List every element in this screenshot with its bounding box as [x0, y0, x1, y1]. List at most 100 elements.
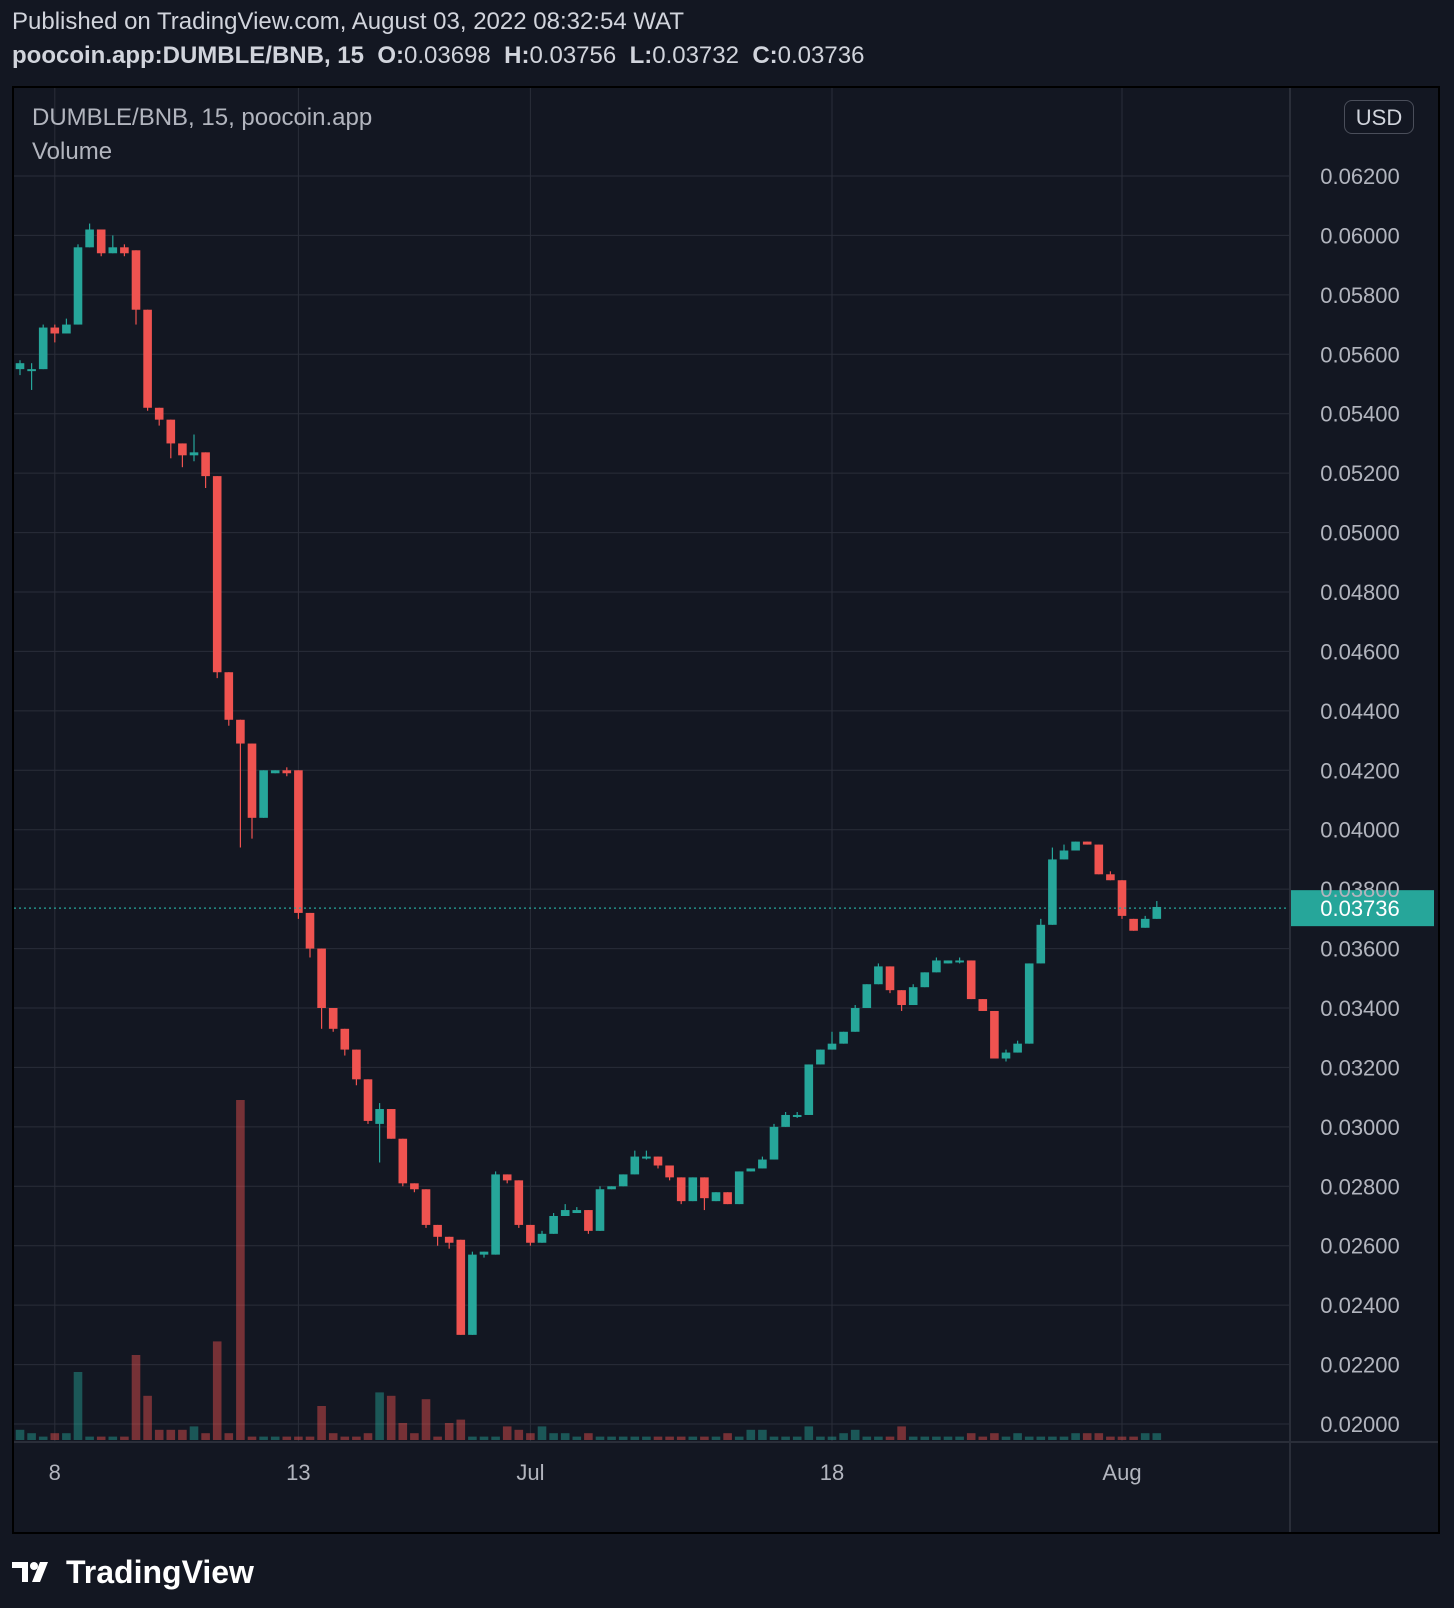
- up-candle: [839, 1031, 848, 1044]
- volume-bar: [537, 1426, 547, 1440]
- candle-body: [62, 324, 71, 334]
- down-candle: [340, 1028, 350, 1056]
- candle-body: [143, 309, 152, 408]
- candle-body: [758, 1159, 767, 1169]
- candle-body: [839, 1031, 848, 1044]
- volume-bar: [305, 1436, 315, 1440]
- high-value: 0.03756: [529, 42, 617, 69]
- down-candle: [352, 1049, 361, 1086]
- volume-bar: [711, 1436, 721, 1440]
- price-tick-label: 0.02200: [1320, 1353, 1400, 1378]
- candle-body: [700, 1177, 709, 1199]
- down-candle: [456, 1239, 466, 1335]
- price-axis[interactable]: 0.02000 0.02200 0.02400 0.02600 0.02800 0.030…: [1289, 88, 1400, 1532]
- open-value: 0.03698: [404, 42, 491, 69]
- price-tick-label: 0.06200: [1320, 164, 1400, 189]
- up-candle: [711, 1192, 721, 1202]
- volume-bar: [549, 1433, 558, 1440]
- low-label: L:: [629, 42, 653, 69]
- up-candle: [630, 1150, 640, 1175]
- up-candle: [642, 1150, 651, 1160]
- candle-body: [653, 1156, 663, 1166]
- up-candle: [1013, 1040, 1022, 1053]
- volume-bar: [282, 1436, 292, 1440]
- up-candle: [874, 963, 883, 985]
- up-candle: [920, 972, 930, 988]
- volume-bar: [688, 1436, 698, 1440]
- last-price-line: 0.03736: [14, 890, 1434, 927]
- candle-body: [665, 1165, 674, 1178]
- time-axis[interactable]: 8 13 Jul 18 Aug: [14, 1441, 1438, 1485]
- close-label: C:: [752, 42, 778, 69]
- price-tick-label: 0.03600: [1320, 937, 1400, 962]
- candle-body: [734, 1171, 744, 1205]
- candle-body: [305, 912, 315, 949]
- volume-bar: [792, 1436, 802, 1440]
- up-candle: [734, 1171, 744, 1205]
- candle-body: [850, 1008, 860, 1032]
- down-candle: [236, 719, 245, 848]
- volume-bar: [259, 1436, 268, 1440]
- candle-body: [1140, 918, 1150, 928]
- tradingview-logo-icon: [12, 1562, 48, 1582]
- candle-body: [491, 1174, 500, 1255]
- volume-bar: [294, 1436, 303, 1440]
- candle-body: [502, 1174, 512, 1181]
- up-candle: [1152, 901, 1162, 919]
- up-candle: [27, 363, 36, 390]
- volume-bar: [1036, 1436, 1046, 1440]
- volume-bar: [491, 1436, 500, 1440]
- candle-body: [1013, 1043, 1022, 1053]
- volume-bar: [224, 1433, 234, 1440]
- volume-bar: [270, 1436, 280, 1440]
- up-candle: [537, 1230, 547, 1243]
- volume-bar: [38, 1436, 48, 1440]
- up-candle: [688, 1177, 698, 1202]
- volume-bar: [456, 1419, 466, 1440]
- volume-bar: [862, 1436, 872, 1440]
- up-candle: [862, 984, 872, 1008]
- down-candle: [514, 1180, 524, 1228]
- candle-body: [444, 1236, 454, 1243]
- candle-body: [584, 1210, 593, 1231]
- candle-body: [1152, 906, 1162, 919]
- series-legend[interactable]: DUMBLE/BNB, 15, poocoin.app: [32, 104, 373, 131]
- down-candle: [166, 419, 176, 459]
- volume-bar: [201, 1433, 210, 1440]
- up-candle: [1048, 847, 1057, 925]
- candle-body: [688, 1177, 698, 1202]
- down-candle: [224, 672, 234, 726]
- currency-button[interactable]: USD: [1344, 100, 1414, 134]
- price-tick-label: 0.04000: [1320, 818, 1400, 843]
- down-candle: [305, 912, 315, 958]
- up-candle: [189, 434, 199, 462]
- candle-body: [85, 229, 94, 248]
- time-tick-label: 8: [49, 1460, 61, 1485]
- time-tick-label: Aug: [1102, 1460, 1141, 1485]
- volume-bar: [1152, 1433, 1162, 1440]
- up-candle: [804, 1064, 814, 1115]
- price-tick-label: 0.03800: [1320, 877, 1400, 902]
- volume-bar: [120, 1436, 129, 1440]
- up-candle: [62, 318, 71, 334]
- volume-bar: [398, 1423, 408, 1440]
- tradingview-footer[interactable]: TradingView: [12, 1552, 254, 1592]
- down-candle: [282, 767, 292, 777]
- candle-body: [955, 960, 964, 963]
- candle-body: [920, 972, 930, 988]
- candlestick-chart[interactable]: 0.03736 0.020000.022000.024000.026000.02…: [14, 88, 1438, 1532]
- volume-bar: [1140, 1433, 1150, 1440]
- down-candle: [676, 1177, 686, 1205]
- candle-body: [154, 407, 164, 420]
- volume-bar: [642, 1436, 651, 1440]
- candle-body: [932, 960, 941, 973]
- candle-body: [642, 1156, 651, 1159]
- up-candle: [1024, 963, 1034, 1044]
- candle-body: [224, 672, 234, 720]
- candle-body: [1036, 924, 1046, 964]
- chart-frame[interactable]: 0.03736 0.02000 0.02200 0.02400 0.02600 0.02…: [12, 86, 1440, 1534]
- candle-body: [908, 987, 918, 1006]
- candle-body: [131, 250, 141, 310]
- up-candle: [781, 1112, 790, 1127]
- volume-legend[interactable]: Volume: [32, 138, 113, 165]
